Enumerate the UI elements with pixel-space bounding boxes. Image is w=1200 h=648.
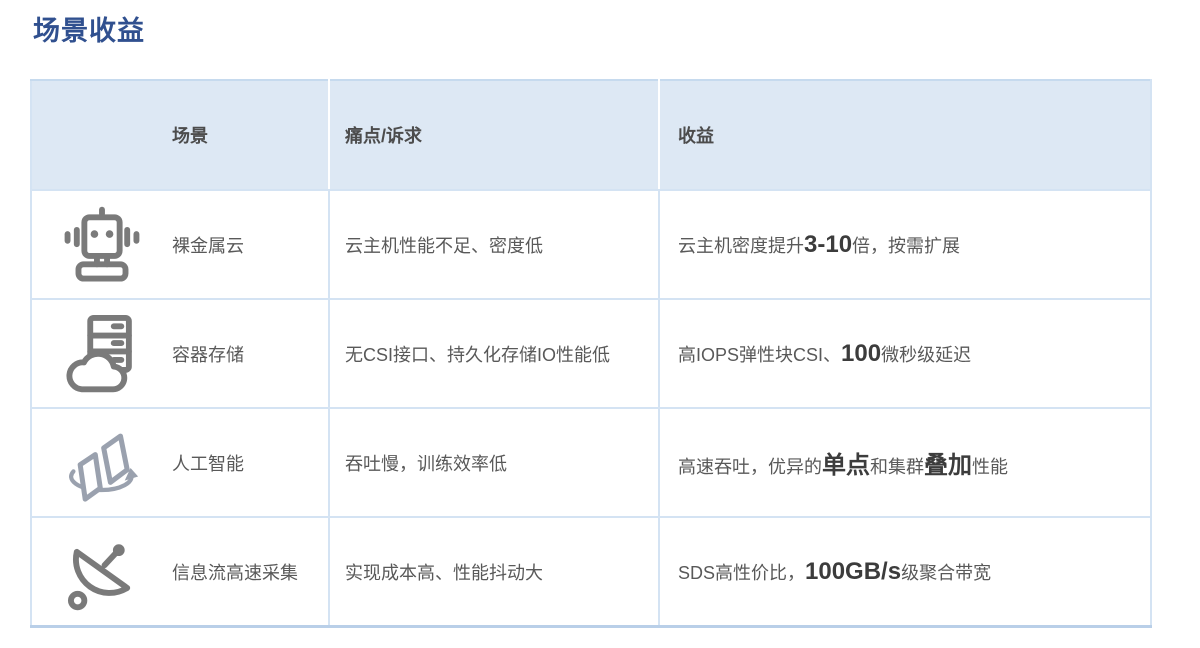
benefit-text-part: 性能 [972,457,1008,477]
benefit-text-em: 100 [841,339,882,367]
benefit-text: 云主机密度提升3-10倍，按需扩展 [658,189,1152,300]
scene-label: 容器存储 [172,344,244,365]
page-title: 场景收益 [33,16,145,46]
scene-cell: 人工智能 [30,407,330,518]
col-header-scene: 场景 [30,79,330,191]
benefit-text-part: 和集群 [870,457,924,477]
benefit-text-em: 100GB/s [805,557,902,585]
benefit-text-em: 叠加 [924,452,972,479]
col-header-benefit: 收益 [658,79,1152,191]
scene-cell: 信息流高速采集 [30,516,330,628]
benefit-text-part: 级聚合带宽 [901,562,992,583]
pain-text: 无CSI接口、持久化存储IO性能低 [328,298,660,409]
col-header-pain: 痛点/诉求 [328,79,660,191]
table-row-info-stream-collection: 信息流高速采集 实现成本高、性能抖动大 SDS高性价比，100GB/s级聚合带宽 [30,516,1152,628]
robot-icon [32,203,172,287]
table-row-bare-metal-cloud: 裸金属云 云主机性能不足、密度低 云主机密度提升3-10倍，按需扩展 [30,189,1152,300]
benefit-text-part: 云主机密度提升 [678,235,804,256]
benefit-text-part: 高IOPS弹性块CSI、 [678,344,842,365]
pain-text: 实现成本高、性能抖动大 [328,516,660,628]
benefit-text-em: 单点 [822,452,870,479]
benefit-text-part: 微秒级延迟 [881,344,972,365]
scene-label: 信息流高速采集 [172,562,298,583]
table-row-artificial-intelligence: 人工智能 吞吐慢，训练效率低 高速吞吐，优异的单点和集群叠加性能 [30,407,1152,518]
header-row: 场景 痛点/诉求 收益 [30,79,1152,191]
scene-label: 人工智能 [172,453,244,474]
benefit-text-part: SDS高性价比， [678,562,806,583]
benefit-text-em: 3-10 [804,230,853,258]
benefit-text-part: 倍，按需扩展 [852,235,961,256]
table-row-container-storage: 容器存储 无CSI接口、持久化存储IO性能低 高IOPS弹性块CSI、100微秒… [30,298,1152,409]
ai-sync-cards-icon [32,421,172,505]
scene-label: 裸金属云 [172,235,244,256]
scene-cell: 容器存储 [30,298,330,409]
benefit-text: 高IOPS弹性块CSI、100微秒级延迟 [658,298,1152,409]
satellite-dish-icon [32,530,172,614]
pain-text: 吞吐慢，训练效率低 [328,407,660,518]
pain-text: 云主机性能不足、密度低 [328,189,660,300]
scene-cell: 裸金属云 [30,189,330,300]
cloud-server-icon [32,312,172,396]
benefit-text-part: 高速吞吐，优异的 [678,457,822,477]
benefit-text: 高速吞吐，优异的单点和集群叠加性能 [658,407,1152,518]
scenario-benefits-table: 场景 痛点/诉求 收益 [30,79,1152,628]
benefit-text: SDS高性价比，100GB/s级聚合带宽 [658,516,1152,628]
